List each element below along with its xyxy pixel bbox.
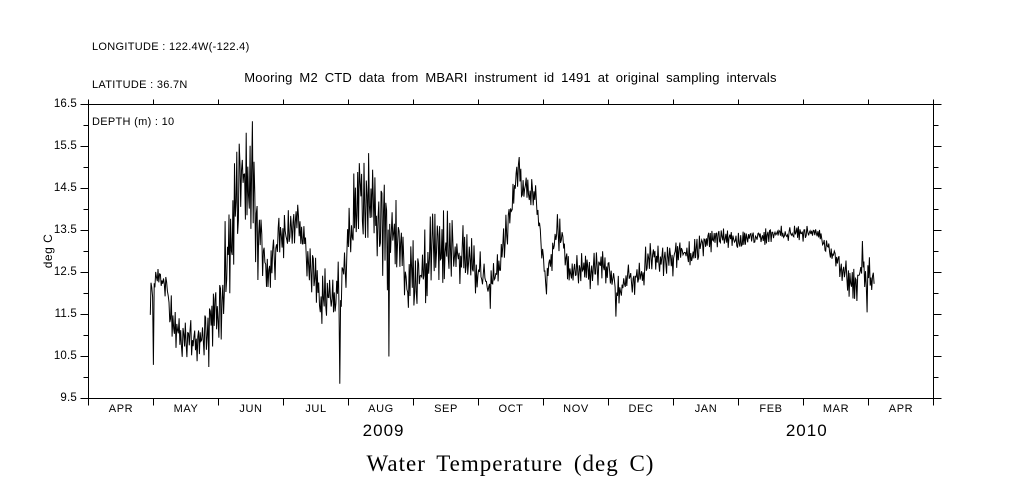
temperature-series-line	[149, 121, 875, 384]
x-month-label: JUL	[305, 403, 327, 415]
x-month-label: NOV	[563, 403, 589, 415]
x-month-label: OCT	[498, 403, 524, 415]
x-month-label: JUN	[239, 403, 263, 415]
plot-title: Mooring M2 CTD data from MBARI instrumen…	[244, 70, 777, 85]
x-month-label: APR	[108, 403, 134, 415]
station-metadata: LONGITUDE : 122.4W(-122.4) LATITUDE : 36…	[92, 16, 250, 141]
x-month-label: JAN	[694, 403, 718, 415]
longitude-label: LONGITUDE : 122.4W(-122.4)	[92, 41, 250, 53]
depth-label: DEPTH (m) : 10	[92, 116, 175, 128]
figure-caption: Water Temperature (deg C)	[366, 451, 655, 476]
y-tick-label: 14.5	[53, 181, 77, 194]
year-label: 2010	[785, 421, 828, 440]
x-month-label: APR	[888, 403, 914, 415]
y-tick-label: 13.5	[53, 223, 77, 236]
x-month-label: AUG	[368, 403, 394, 415]
y-tick-label: 16.5	[53, 97, 77, 110]
x-month-label: SEP	[434, 403, 458, 415]
y-tick-label: 10.5	[53, 349, 77, 362]
year-label: 2009	[362, 421, 405, 440]
x-month-label: DEC	[628, 403, 654, 415]
axis-tick-marks	[80, 99, 942, 406]
y-tick-label: 12.5	[53, 265, 77, 278]
x-month-label: MAR	[822, 403, 850, 415]
y-tick-label: 15.5	[53, 139, 77, 152]
y-tick-label: 9.5	[60, 391, 77, 404]
y-tick-label: 11.5	[54, 307, 77, 320]
latitude-label: LATITUDE : 36.7N	[92, 78, 188, 91]
x-month-label: MAY	[173, 403, 199, 415]
x-month-label: FEB	[759, 403, 783, 415]
